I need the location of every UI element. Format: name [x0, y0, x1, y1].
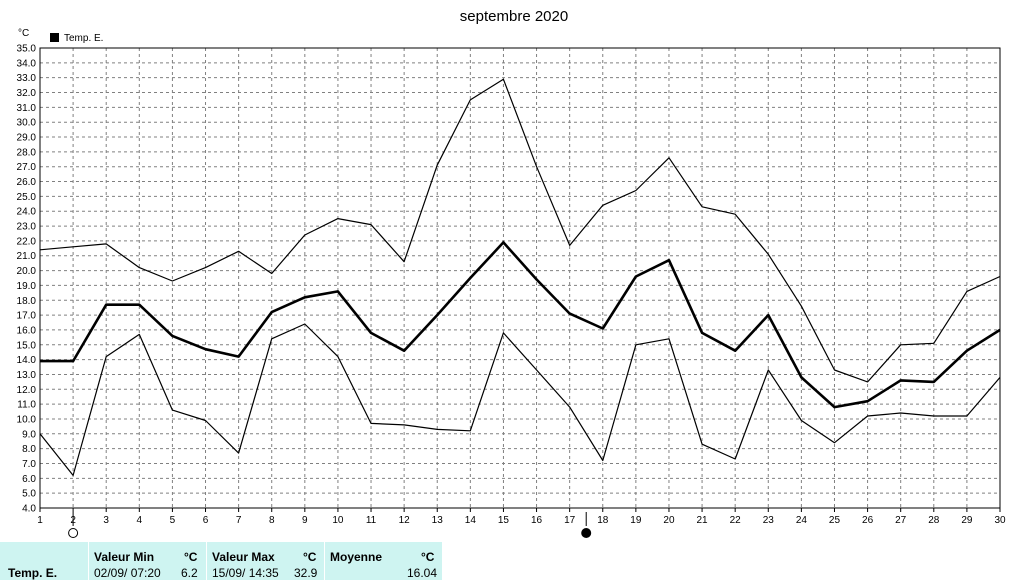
x-tick-label: 18 [597, 515, 609, 526]
x-tick-label: 3 [103, 515, 109, 526]
max-value: 32.9 [294, 566, 318, 580]
avg-unit: °C [421, 550, 435, 564]
x-tick-label: 14 [465, 515, 477, 526]
min-unit: °C [184, 550, 198, 564]
min-datetime: 02/09/ 07:20 [94, 566, 161, 580]
max-unit: °C [303, 550, 317, 564]
x-tick-label: 20 [663, 515, 675, 526]
series-line-min [39, 323, 1001, 476]
y-tick-label: 18.0 [17, 296, 37, 307]
x-tick-label: 9 [302, 515, 308, 526]
max-datetime: 15/09/ 14:35 [212, 566, 279, 580]
x-axis-ticks: 1234567891011121314151617181920212223242… [37, 508, 1006, 526]
y-tick-label: 22.0 [17, 236, 37, 247]
legend-swatch [50, 33, 59, 42]
plot-area [39, 47, 1001, 509]
y-tick-label: 17.0 [17, 311, 37, 322]
y-tick-label: 19.0 [17, 281, 37, 292]
legend-label: Temp. E. [64, 33, 103, 44]
stats-footer: Temp. E. Valeur Min °C 02/09/ 07:20 6.2 … [0, 542, 1024, 580]
x-tick-label: 19 [630, 515, 642, 526]
footer-panel-avg [325, 542, 442, 580]
series [39, 78, 1001, 476]
x-tick-label: 28 [928, 515, 940, 526]
x-tick-label: 5 [170, 515, 176, 526]
x-tick-label: 10 [332, 515, 344, 526]
footer-panel-min [89, 542, 206, 580]
y-tick-label: 35.0 [17, 44, 37, 55]
y-tick-label: 6.0 [22, 474, 36, 485]
filled-circle-marker [581, 528, 592, 538]
y-tick-label: 15.0 [17, 340, 37, 351]
chart-title: septembre 2020 [460, 8, 568, 25]
x-tick-label: 21 [697, 515, 709, 526]
y-tick-label: 20.0 [17, 266, 37, 277]
x-tick-label: 22 [730, 515, 742, 526]
y-tick-label: 25.0 [17, 192, 37, 203]
footer-panel-max [207, 542, 324, 580]
y-axis-ticks: 4.0 5.0 6.0 7.0 8.0 9.0 10.0 11.0 12.0 13.0 14.0 15… [17, 44, 37, 515]
x-tick-label: 13 [432, 515, 444, 526]
y-tick-label: 16.0 [17, 325, 37, 336]
x-tick-label: 4 [137, 515, 143, 526]
series-line-max [39, 78, 1001, 383]
y-tick-label: 33.0 [17, 73, 37, 84]
avg-value: 16.04 [407, 566, 438, 580]
y-tick-label: 32.0 [17, 88, 37, 99]
footer-row-label: Temp. E. [8, 566, 58, 580]
y-tick-label: 21.0 [17, 251, 37, 262]
x-tick-label: 6 [203, 515, 209, 526]
y-tick-label: 9.0 [22, 429, 36, 440]
x-tick-label: 30 [994, 515, 1006, 526]
open-circle-marker [68, 528, 79, 538]
x-tick-label: 27 [895, 515, 907, 526]
x-tick-label: 29 [961, 515, 973, 526]
y-tick-label: 8.0 [22, 444, 36, 455]
y-tick-label: 30.0 [17, 118, 37, 129]
x-tick-label: 24 [796, 515, 808, 526]
y-tick-label: 4.0 [22, 504, 36, 515]
x-tick-label: 1 [37, 515, 43, 526]
x-tick-label: 12 [399, 515, 411, 526]
y-tick-label: 31.0 [17, 103, 37, 114]
y-tick-label: 27.0 [17, 162, 37, 173]
series-line-avg [40, 241, 1001, 409]
avg-header: Moyenne [330, 550, 383, 564]
x-tick-label: 8 [269, 515, 275, 526]
y-tick-label: 13.0 [17, 370, 37, 381]
y-tick-label: 14.0 [17, 355, 37, 366]
footer-panel-label [0, 542, 88, 580]
x-tick-label: 23 [763, 515, 775, 526]
x-tick-label: 11 [366, 515, 377, 526]
x-tick-label: 15 [498, 515, 510, 526]
x-tick-label: 17 [564, 515, 576, 526]
y-tick-label: 23.0 [17, 222, 37, 233]
y-tick-label: 24.0 [17, 207, 37, 218]
min-value: 6.2 [181, 566, 198, 580]
x-tick-label: 26 [862, 515, 874, 526]
y-tick-label: 5.0 [22, 489, 36, 500]
x-tick-label: 25 [829, 515, 841, 526]
grid [40, 48, 1000, 508]
chart: septembre 2020 °C Temp. E. 4.0 5.0 6.0 7.0 8… [17, 8, 1006, 538]
y-tick-label: 7.0 [22, 459, 36, 470]
y-tick-label: 28.0 [17, 147, 37, 158]
y-tick-label: 12.0 [17, 385, 37, 396]
y-tick-label: 34.0 [17, 58, 37, 69]
min-header: Valeur Min [94, 550, 155, 564]
y-tick-label: 29.0 [17, 133, 37, 144]
y-tick-label: 26.0 [17, 177, 37, 188]
markers [68, 512, 592, 538]
x-tick-label: 7 [236, 515, 242, 526]
y-tick-label: 11.0 [17, 400, 36, 411]
x-tick-label: 16 [531, 515, 543, 526]
y-tick-label: 10.0 [17, 414, 37, 425]
max-header: Valeur Max [212, 550, 275, 564]
y-unit-label: °C [18, 28, 29, 39]
